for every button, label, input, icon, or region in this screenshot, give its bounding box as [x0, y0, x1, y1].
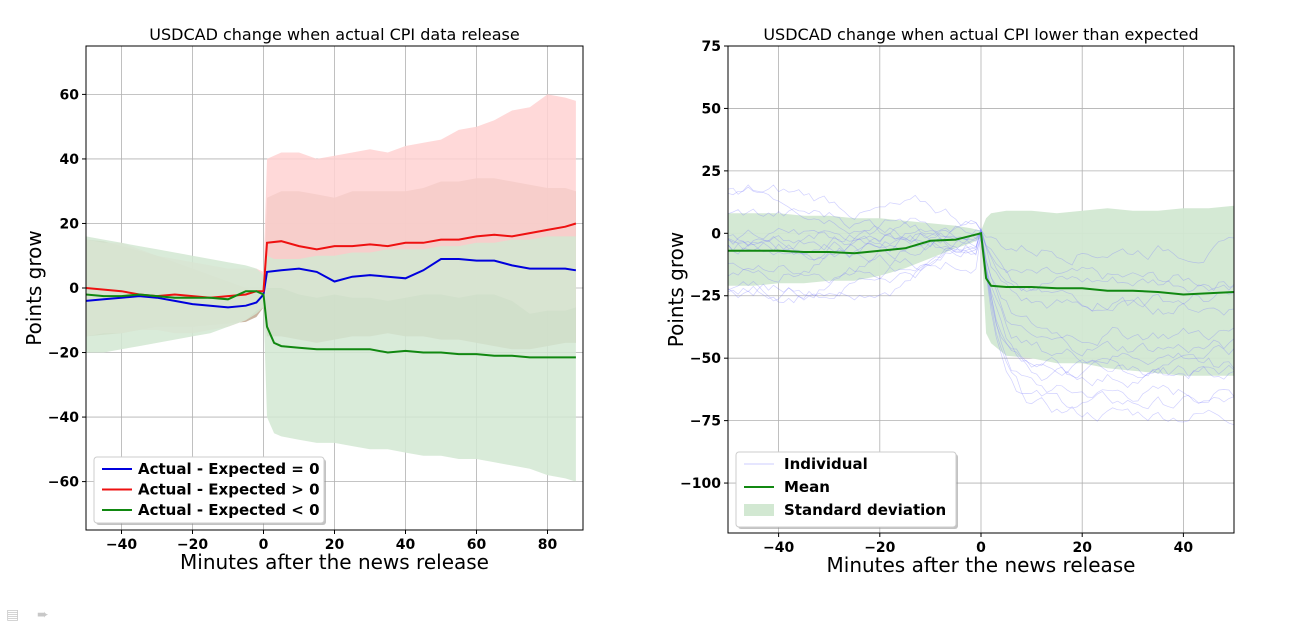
y-tick-label: −25: [690, 289, 721, 305]
x-axis-label: Minutes after the news release: [827, 553, 1136, 577]
legend-label: Mean: [784, 478, 830, 496]
individual-line: [728, 184, 1234, 266]
individual-line: [728, 230, 1234, 404]
individual-line: [728, 221, 1234, 316]
y-tick-label: 25: [702, 164, 721, 180]
y-tick-label: −60: [48, 475, 79, 491]
x-tick-label: 60: [467, 537, 487, 553]
legend-label: Individual: [784, 455, 868, 473]
legend-label: Actual - Expected = 0: [138, 460, 320, 478]
legend-swatch: [744, 504, 774, 516]
std-band: [86, 236, 576, 482]
x-tick-label: −20: [864, 540, 895, 556]
series-line: [86, 222, 577, 299]
individual-line: [728, 184, 1234, 426]
y-axis-label: Points grow: [664, 232, 688, 348]
x-tick-label: 20: [1072, 540, 1092, 556]
x-tick-label: −20: [177, 537, 208, 553]
mean-line: [728, 232, 1234, 296]
y-tick-label: 0: [69, 281, 79, 297]
y-tick-label: 40: [60, 152, 80, 168]
y-tick-label: 75: [702, 39, 721, 55]
y-tick-label: 20: [60, 216, 80, 232]
legend: Individual Mean Standard deviation: [735, 451, 958, 529]
legend-label: Actual - Expected > 0: [138, 481, 320, 499]
y-axis-label: Points grow: [22, 230, 46, 346]
plot-area: [728, 184, 1234, 426]
x-axis-label: Minutes after the news release: [180, 550, 489, 574]
x-tick-label: 80: [538, 537, 558, 553]
individual-line: [728, 225, 1234, 293]
legend-box: [93, 456, 325, 524]
chart-title: USDCAD change when actual CPI data relea…: [149, 25, 519, 44]
x-tick-label: −40: [106, 537, 137, 553]
std-band: [728, 205, 1234, 376]
legend-label: Actual - Expected < 0: [138, 501, 320, 519]
individual-line: [728, 208, 1234, 312]
legend-box: [735, 451, 957, 528]
left-chart: −40 −20 0 20 40 60 80 −60 −40 −20 0 20 40 60 USDCAD ch…: [22, 25, 584, 574]
x-tick-label: 40: [1174, 540, 1194, 556]
right-chart: −40 −20 0 20 40 75 50 25 0 −25 −50 −75 −100 USDCAD ch…: [664, 25, 1235, 577]
y-tick-label: 50: [702, 101, 722, 117]
y-tick-label: −50: [690, 351, 721, 367]
x-tick-label: −40: [763, 540, 794, 556]
individual-line: [728, 228, 1234, 377]
x-tick-label: 0: [976, 540, 986, 556]
y-tick-label: 60: [60, 87, 80, 103]
legend: Actual - Expected = 0 Actual - Expected >…: [93, 456, 326, 525]
series-line: [86, 290, 576, 359]
x-tick-label: 0: [259, 537, 269, 553]
series-line: [86, 258, 577, 309]
y-tick-label: −100: [680, 476, 721, 492]
arrow-right-icon[interactable]: ➨: [37, 607, 49, 623]
y-tick-label: −75: [690, 414, 721, 430]
individual-line: [728, 228, 1234, 346]
x-tick-label: 20: [325, 537, 345, 553]
y-tick-label: −40: [48, 410, 79, 426]
legend-label: Standard deviation: [784, 501, 946, 519]
y-tick-label: −20: [48, 346, 79, 362]
x-tick-label: 40: [396, 537, 416, 553]
plot-area: [86, 94, 577, 482]
menu-icon[interactable]: ▤: [6, 607, 20, 623]
individual-line: [728, 229, 1234, 388]
y-tick-label: 0: [711, 226, 721, 242]
chart-title: USDCAD change when actual CPI lower than…: [763, 25, 1198, 44]
